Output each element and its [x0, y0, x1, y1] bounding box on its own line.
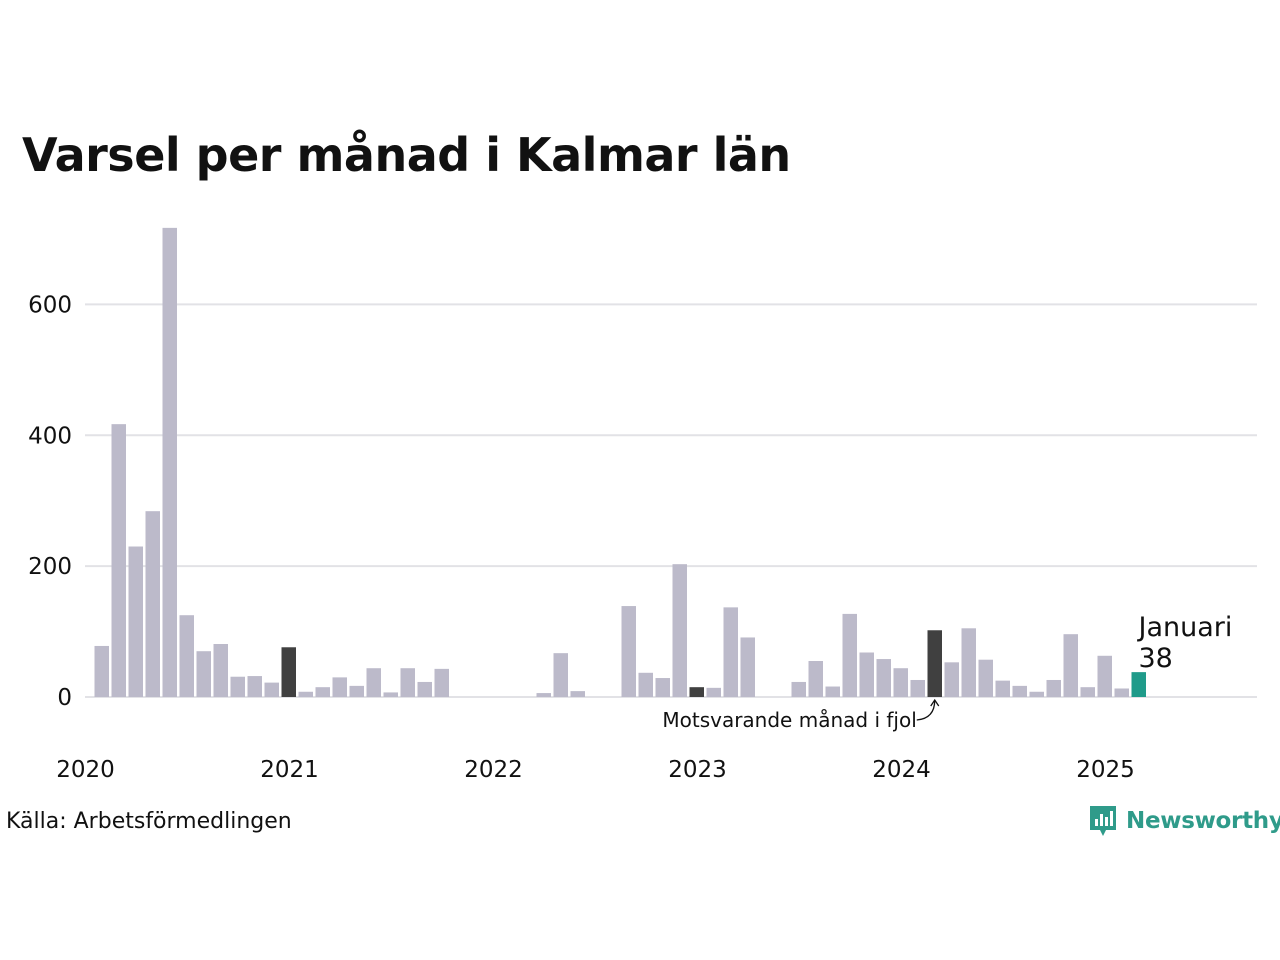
annotation-label: Motsvarande månad i fjol — [662, 708, 916, 732]
bar-27 — [553, 653, 568, 697]
bar-52 — [978, 659, 993, 697]
bar-19 — [417, 681, 432, 697]
y-tick-label-400: 400 — [28, 423, 72, 449]
current-month-label: Januari — [1137, 612, 1233, 643]
y-axis-ticks: 0 200 400 600 — [28, 292, 72, 711]
bar-7 — [213, 644, 228, 697]
grid-lines — [85, 303, 1257, 698]
bar-55 — [1029, 691, 1044, 697]
bar-9 — [247, 676, 262, 697]
bar-35 — [689, 687, 704, 697]
bar-2 — [128, 546, 143, 697]
bar-0 — [94, 645, 109, 697]
bar-11 — [281, 647, 296, 697]
annotation-arrowhead — [930, 698, 940, 707]
bar-37 — [723, 607, 738, 697]
x-tick-label-2024: 2024 — [872, 757, 931, 783]
bar-46 — [876, 659, 891, 697]
bar-57 — [1063, 634, 1078, 697]
bar-53 — [995, 680, 1010, 697]
bar-60 — [1114, 688, 1129, 697]
bar-48 — [910, 679, 925, 697]
x-tick-label-2025: 2025 — [1076, 757, 1135, 783]
bar-44 — [842, 613, 857, 697]
bar-5 — [179, 615, 194, 697]
x-tick-label-2022: 2022 — [464, 757, 523, 783]
brand-logo[interactable]: Newsworthy — [1088, 804, 1280, 838]
bar-54 — [1012, 685, 1027, 697]
y-tick-label-200: 200 — [28, 554, 72, 580]
bar-20 — [434, 668, 449, 697]
bar-8 — [230, 676, 245, 697]
x-tick-label-2020: 2020 — [56, 757, 115, 783]
bar-4 — [162, 227, 177, 698]
bar-31 — [621, 606, 636, 697]
bar-50 — [944, 662, 959, 697]
current-month-value: 38 — [1139, 643, 1173, 674]
bar-34 — [672, 564, 687, 697]
bars — [94, 227, 1146, 698]
bar-58 — [1080, 687, 1095, 697]
bar-16 — [366, 668, 381, 697]
bar-13 — [315, 687, 330, 697]
bar-14 — [332, 677, 347, 697]
bar-38 — [740, 637, 755, 697]
bar-6 — [196, 651, 211, 697]
y-tick-label-0: 0 — [57, 685, 72, 711]
bar-17 — [383, 692, 398, 697]
bar-49 — [927, 630, 942, 697]
bar-26 — [536, 693, 551, 697]
chart-title: Varsel per månad i Kalmar län — [22, 128, 791, 182]
bar-10 — [264, 682, 279, 697]
bar-56 — [1046, 679, 1061, 697]
bar-43 — [825, 686, 840, 697]
bar-32 — [638, 672, 653, 697]
bar-61 — [1131, 672, 1146, 697]
annotation-arrow — [916, 699, 936, 721]
x-tick-label-2023: 2023 — [668, 757, 727, 783]
bar-12 — [298, 691, 313, 697]
bar-33 — [655, 678, 670, 697]
bar-51 — [961, 628, 976, 697]
y-tick-label-600: 600 — [28, 292, 72, 318]
newsworthy-logo-icon — [1090, 806, 1116, 836]
bar-59 — [1097, 655, 1112, 697]
bar-15 — [349, 685, 364, 697]
bar-36 — [706, 687, 721, 697]
source-note: Källa: Arbetsförmedlingen — [6, 809, 292, 834]
bar-41 — [791, 681, 806, 697]
annotations: Motsvarande månad i fjol Januari 38 — [662, 612, 1232, 732]
bar-45 — [859, 652, 874, 697]
bar-18 — [400, 668, 415, 697]
bar-3 — [145, 511, 160, 697]
bar-1 — [111, 424, 126, 697]
x-tick-label-2021: 2021 — [260, 757, 319, 783]
bar-42 — [808, 661, 823, 697]
bar-28 — [570, 691, 585, 697]
x-axis-ticks: 2020 2021 2022 2023 2024 2025 — [56, 757, 1135, 783]
brand-name: Newsworthy — [1126, 808, 1280, 834]
bar-47 — [893, 668, 908, 697]
